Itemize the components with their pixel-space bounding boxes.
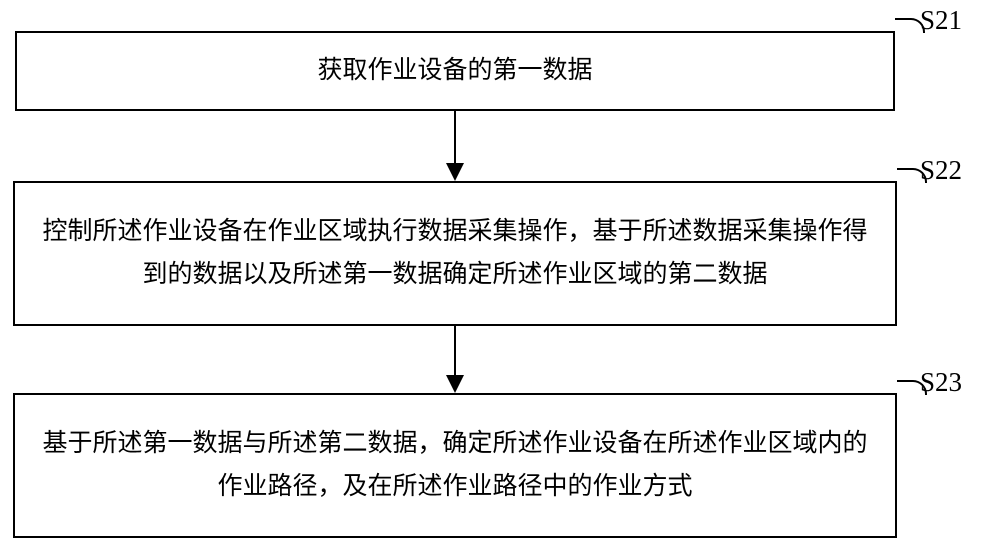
- arrow-head-icon: [446, 163, 464, 181]
- flow-step-s21: 获取作业设备的第一数据: [15, 31, 895, 111]
- flow-step-text: 基于所述第一数据与所述第二数据，确定所述作业设备在所述作业区域内的作业路径，及在…: [35, 423, 875, 508]
- flow-step-text: 获取作业设备的第一数据: [317, 50, 592, 93]
- flow-step-s23: 基于所述第一数据与所述第二数据，确定所述作业设备在所述作业区域内的作业路径，及在…: [13, 393, 897, 538]
- step-label-s23: S23: [920, 367, 962, 398]
- flow-step-s22: 控制所述作业设备在作业区域执行数据采集操作，基于所述数据采集操作得到的数据以及所…: [13, 181, 897, 326]
- flowchart-container: 获取作业设备的第一数据 S21 控制所述作业设备在作业区域执行数据采集操作，基于…: [0, 0, 1000, 550]
- flow-step-text: 控制所述作业设备在作业区域执行数据采集操作，基于所述数据采集操作得到的数据以及所…: [35, 211, 875, 296]
- step-label-s21: S21: [920, 5, 962, 36]
- step-label-s22: S22: [920, 155, 962, 186]
- flow-arrow: [454, 326, 456, 377]
- flow-arrow: [454, 111, 456, 165]
- arrow-head-icon: [446, 375, 464, 393]
